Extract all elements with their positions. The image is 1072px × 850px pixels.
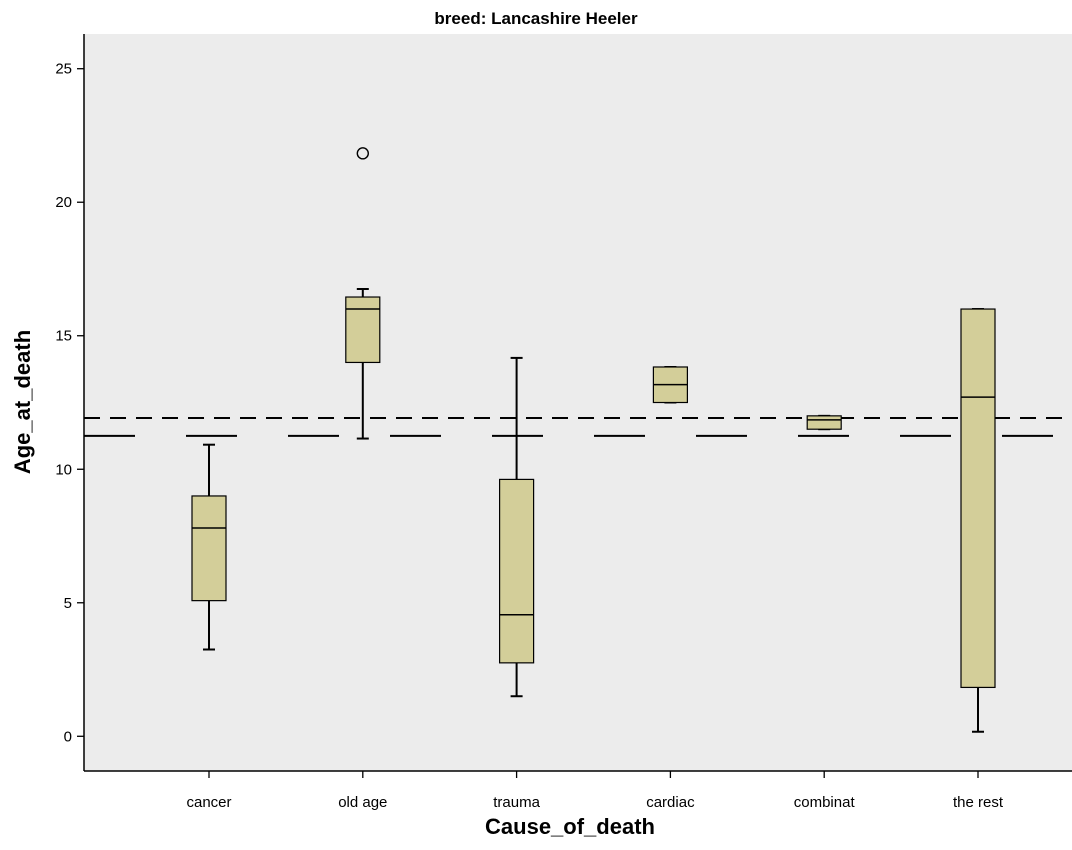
- y-tick-label-5: 5: [64, 595, 72, 612]
- x-tick-label-cancer: cancer: [186, 794, 231, 811]
- chart-title: breed: Lancashire Heeler: [434, 9, 638, 28]
- y-tick-label-15: 15: [55, 328, 72, 345]
- y-tick-label-25: 25: [55, 61, 72, 78]
- x-axis-title: Cause_of_death: [485, 814, 655, 839]
- plot-area: [84, 34, 1072, 771]
- box-cancer: [191, 495, 227, 602]
- y-axis-title: Age_at_death: [10, 330, 35, 474]
- y-tick-label-20: 20: [55, 194, 72, 211]
- x-tick-label-combinat: combinat: [794, 794, 856, 811]
- box-combinat: [806, 415, 842, 430]
- outlier-old-age-0: [356, 147, 369, 160]
- x-tick-label-cardiac: cardiac: [646, 794, 695, 811]
- box-old-age: [345, 296, 381, 364]
- x-tick-label-old-age: old age: [338, 794, 387, 811]
- x-tick-label-trauma: trauma: [493, 794, 540, 811]
- box-the-rest: [960, 308, 996, 689]
- box-trauma: [499, 478, 535, 664]
- x-tick-label-the-rest: the rest: [953, 794, 1004, 811]
- y-tick-label-10: 10: [55, 461, 72, 478]
- y-tick-label-0: 0: [64, 728, 72, 745]
- chart-marks: 0 5 10 15 20 25 cancer old age trauma cardiac comb…: [55, 34, 1072, 811]
